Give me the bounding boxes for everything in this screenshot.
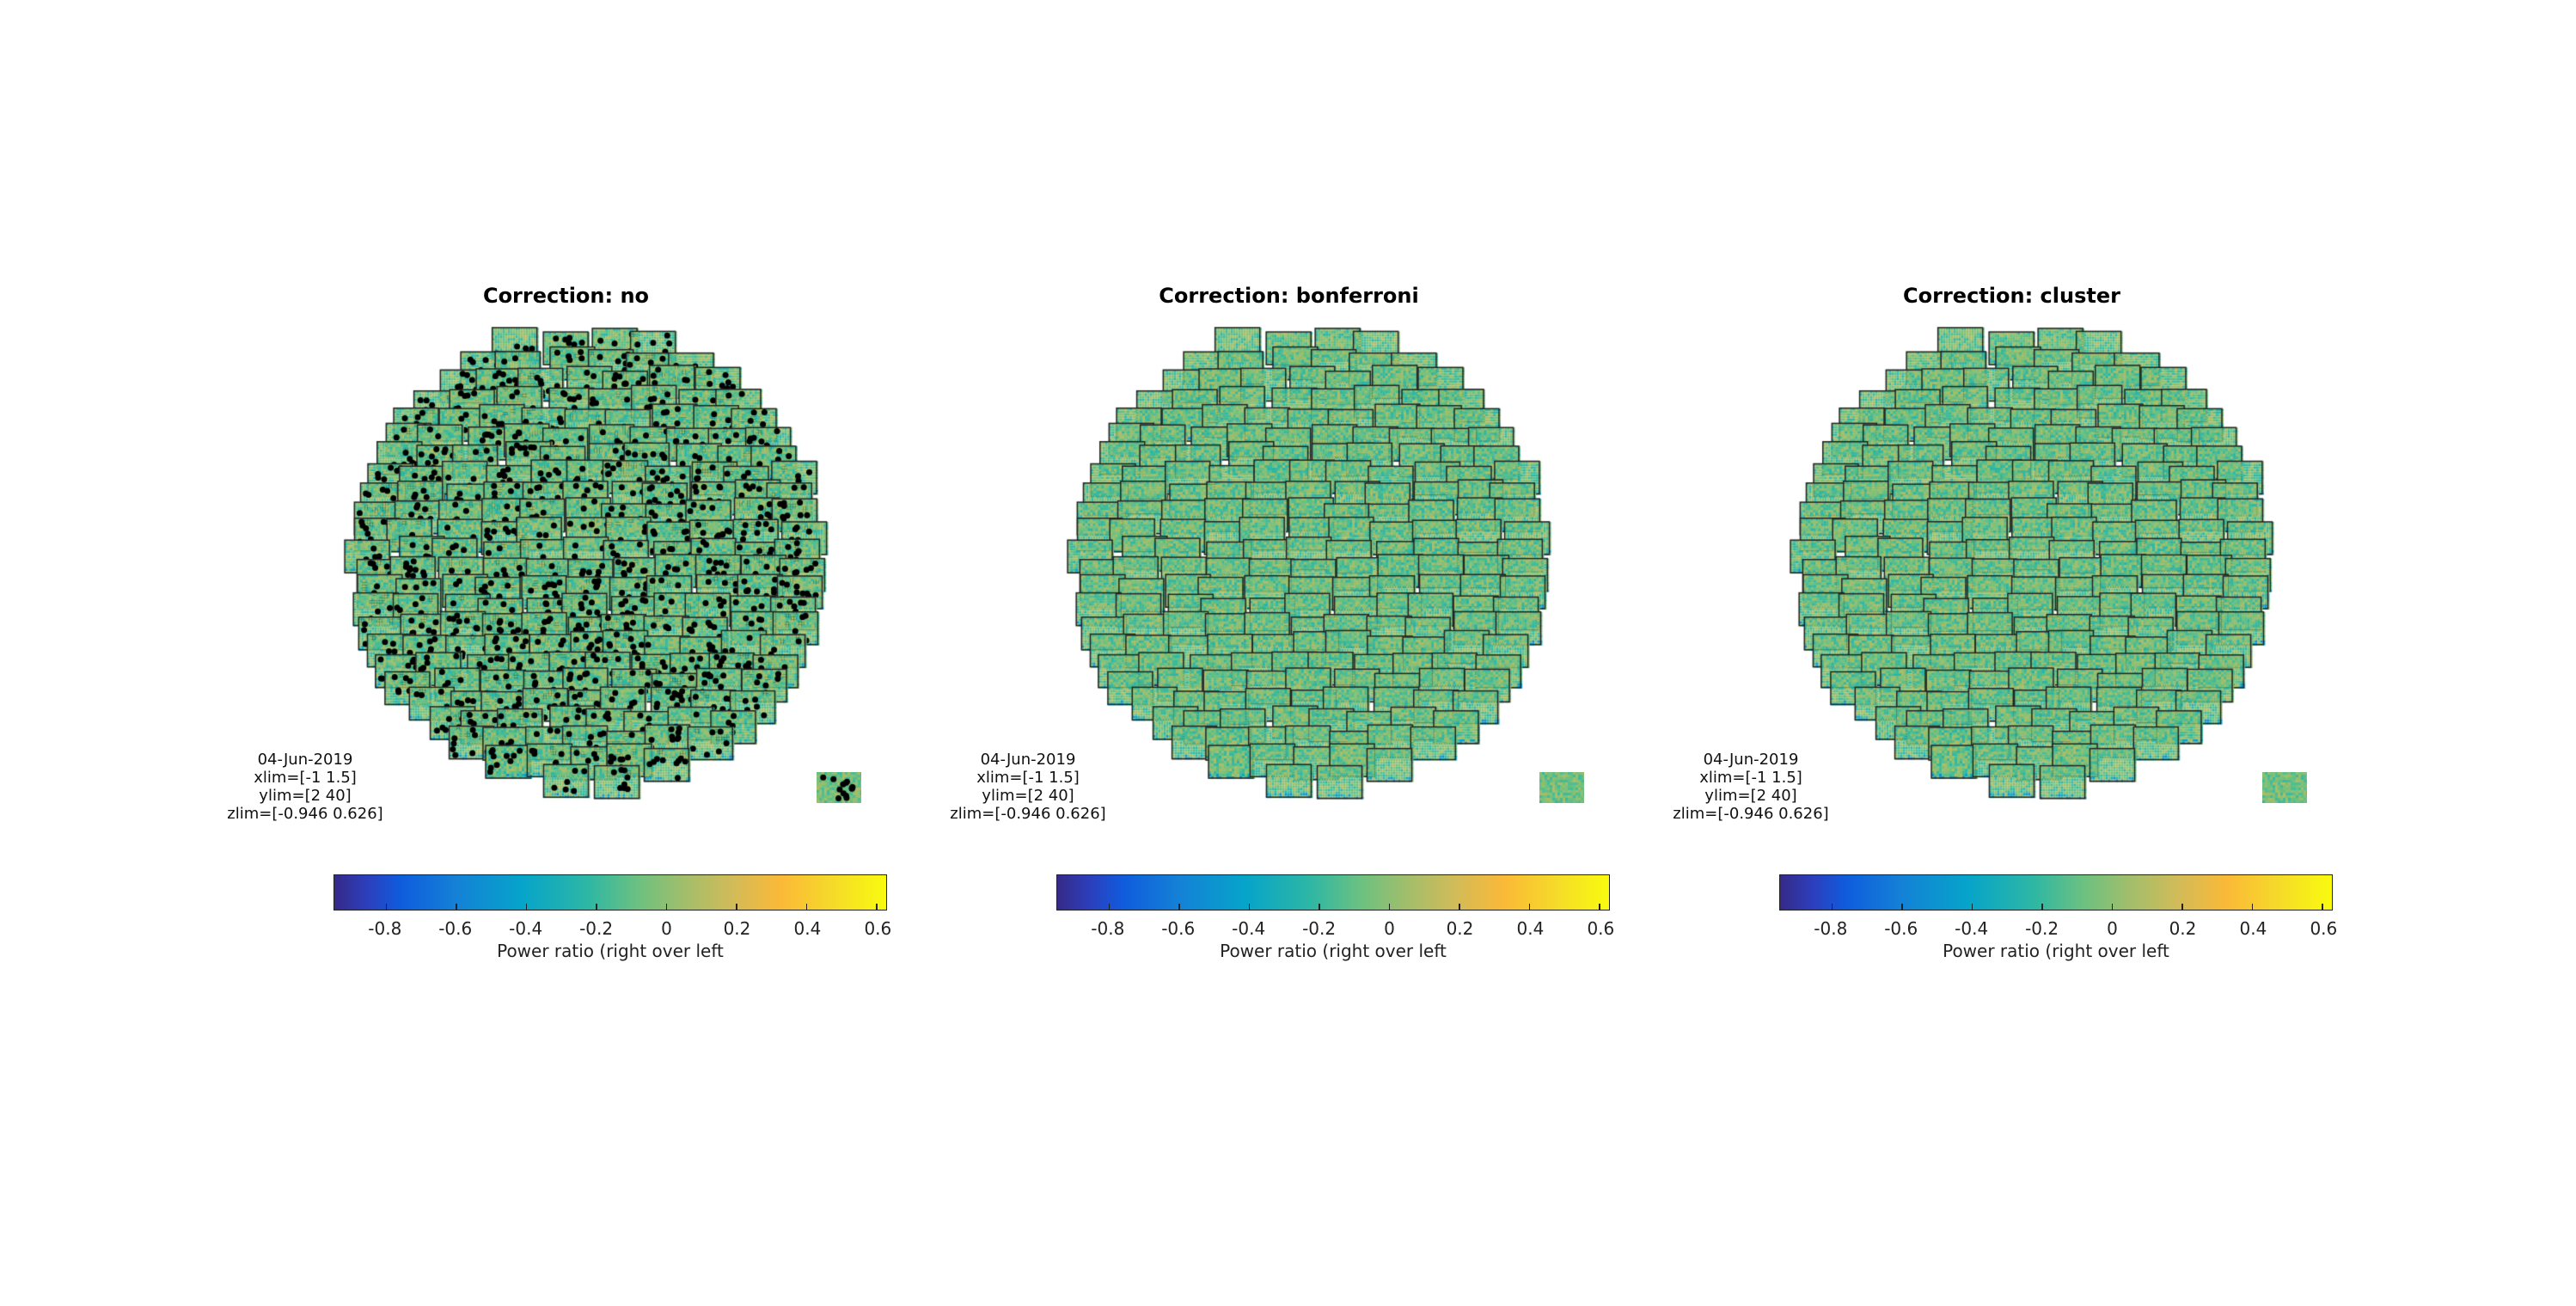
colorbar-tick-label: -0.6	[438, 918, 473, 939]
info-ylim: ylim=[2 40]	[982, 787, 1074, 805]
colorbar-tick	[1178, 904, 1180, 910]
info-zlim: zlim=[-0.946 0.626]	[1673, 805, 1829, 823]
info-xlim: xlim=[-1 1.5]	[254, 769, 357, 787]
colorbar-tick-label: -0.4	[509, 918, 543, 939]
colorbar-tick	[1248, 904, 1251, 910]
colorbar	[1779, 874, 2333, 911]
colorbar-tick	[525, 904, 528, 910]
colorbar-tick-label: -0.6	[1161, 918, 1196, 939]
info-date: 04-Jun-2019	[1703, 751, 1799, 769]
info-ylim: ylim=[2 40]	[1704, 787, 1797, 805]
colorbar-tick-label: -0.8	[1091, 918, 1125, 939]
multiplot-topography	[1056, 327, 1779, 808]
colorbar-label: Power ratio (right over left	[1220, 941, 1447, 961]
colorbar-tick	[665, 904, 668, 910]
scale-reference-tile	[817, 772, 861, 803]
colorbar-tick	[876, 904, 878, 910]
colorbar-tick	[1528, 904, 1531, 910]
colorbar-tick-label: -0.4	[1955, 918, 1989, 939]
subplot-panel-2: Correction: cluster 04-Jun-2019 xlim=[-1…	[1650, 0, 2502, 1306]
colorbar-tick-label: -0.6	[1884, 918, 1918, 939]
scale-reference-tile	[2262, 772, 2307, 803]
colorbar-tick-label: 0.6	[2310, 918, 2338, 939]
colorbar-tick-label: 0.6	[1587, 918, 1615, 939]
colorbar-tick-label: 0	[2107, 918, 2118, 939]
subplot-title: Correction: no	[482, 284, 650, 308]
subplot-panel-1: Correction: bonferroni 04-Jun-2019 xlim=…	[927, 0, 1779, 1306]
info-ylim: ylim=[2 40]	[259, 787, 352, 805]
colorbar-tick	[2181, 904, 2183, 910]
colorbar-tick	[1971, 904, 1973, 910]
colorbar	[333, 874, 887, 911]
info-date: 04-Jun-2019	[980, 751, 1076, 769]
colorbar-label: Power ratio (right over left	[497, 941, 724, 961]
colorbar-tick	[1108, 904, 1111, 910]
colorbar-tick	[2251, 904, 2254, 910]
colorbar-tick	[2111, 904, 2114, 910]
plot-info-text: 04-Jun-2019 xlim=[-1 1.5] ylim=[2 40] zl…	[1652, 751, 1850, 823]
colorbar-tick-label: 0.2	[723, 918, 751, 939]
subplot-title: Correction: cluster	[1903, 284, 2120, 308]
colorbar-tick	[2322, 904, 2323, 910]
colorbar-tick-label: 0.2	[2169, 918, 2197, 939]
multiplot-topography	[333, 327, 1056, 808]
colorbar-tick-label: -0.2	[579, 918, 614, 939]
colorbar-tick-label: 0.4	[2239, 918, 2267, 939]
colorbar	[1056, 874, 1610, 911]
colorbar-tick-label: 0.6	[864, 918, 892, 939]
info-xlim: xlim=[-1 1.5]	[976, 769, 1080, 787]
colorbar-tick-label: 0.4	[1516, 918, 1545, 939]
info-xlim: xlim=[-1 1.5]	[1699, 769, 1802, 787]
colorbar-tick	[1599, 904, 1600, 910]
plot-info-text: 04-Jun-2019 xlim=[-1 1.5] ylim=[2 40] zl…	[206, 751, 404, 823]
colorbar-tick	[596, 904, 597, 910]
colorbar-tick-label: -0.4	[1232, 918, 1266, 939]
subplot-panel-0: Correction: no 04-Jun-2019 xlim=[-1 1.5]…	[205, 0, 1056, 1306]
colorbar-tick-label: -0.2	[1302, 918, 1337, 939]
colorbar-tick	[1901, 904, 1903, 910]
colorbar-tick-label: -0.2	[2025, 918, 2059, 939]
plot-info-text: 04-Jun-2019 xlim=[-1 1.5] ylim=[2 40] zl…	[929, 751, 1127, 823]
scale-reference-tile	[1539, 772, 1584, 803]
colorbar-tick-label: 0	[661, 918, 672, 939]
colorbar-tick	[1831, 904, 1833, 910]
colorbar-tick	[2041, 904, 2043, 910]
colorbar-tick	[1319, 904, 1320, 910]
colorbar-label: Power ratio (right over left	[1943, 941, 2169, 961]
colorbar-tick-label: 0.4	[793, 918, 822, 939]
colorbar-tick-label: -0.8	[1814, 918, 1848, 939]
info-date: 04-Jun-2019	[257, 751, 353, 769]
multiplot-topography	[1779, 327, 2502, 808]
colorbar-tick	[1388, 904, 1391, 910]
colorbar-tick-label: 0	[1384, 918, 1395, 939]
colorbar-tick	[1459, 904, 1460, 910]
colorbar-tick	[805, 904, 808, 910]
subplot-title: Correction: bonferroni	[1159, 284, 1419, 308]
colorbar-tick	[385, 904, 388, 910]
colorbar-tick	[736, 904, 737, 910]
colorbar-tick	[456, 904, 457, 910]
colorbar-tick-label: -0.8	[368, 918, 402, 939]
info-zlim: zlim=[-0.946 0.626]	[950, 805, 1106, 823]
colorbar-tick-label: 0.2	[1446, 918, 1474, 939]
info-zlim: zlim=[-0.946 0.626]	[227, 805, 383, 823]
